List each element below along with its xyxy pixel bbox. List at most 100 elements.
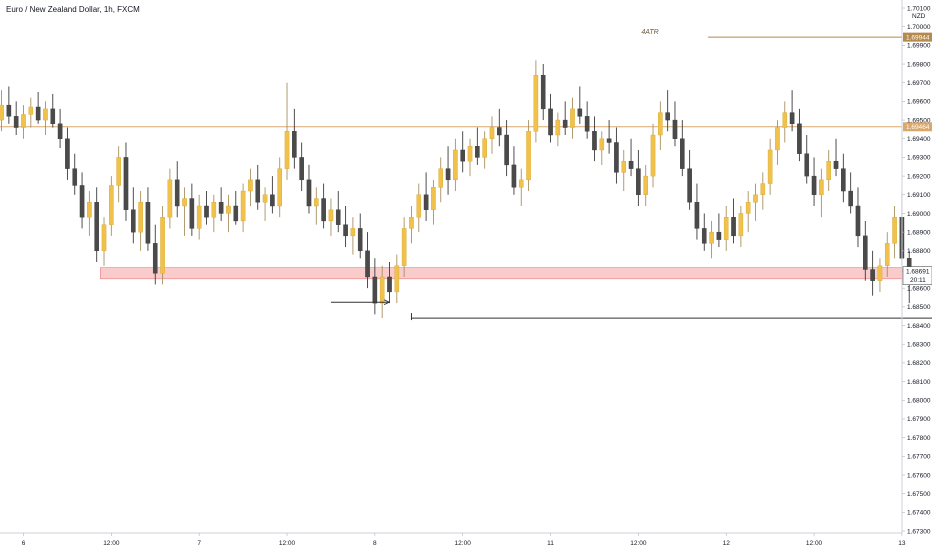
candle[interactable] xyxy=(167,168,173,229)
candle[interactable] xyxy=(314,187,319,225)
candle[interactable] xyxy=(233,191,239,225)
candle[interactable] xyxy=(248,168,253,206)
candle[interactable] xyxy=(328,198,334,236)
candle[interactable] xyxy=(489,116,495,154)
candle[interactable] xyxy=(841,153,846,203)
candle[interactable] xyxy=(211,194,217,233)
candle[interactable] xyxy=(863,220,868,281)
candle[interactable] xyxy=(518,168,524,206)
candle[interactable] xyxy=(475,127,480,165)
candle[interactable] xyxy=(94,187,99,263)
candle[interactable] xyxy=(797,108,802,162)
candle[interactable] xyxy=(372,258,378,315)
candle[interactable] xyxy=(57,108,63,149)
candle[interactable] xyxy=(138,191,143,251)
candle[interactable] xyxy=(343,205,348,248)
candle[interactable] xyxy=(365,232,370,289)
candle[interactable] xyxy=(453,138,458,192)
candle[interactable] xyxy=(811,157,817,206)
candle[interactable] xyxy=(848,172,853,214)
candle[interactable] xyxy=(423,172,429,221)
candle[interactable] xyxy=(196,194,202,240)
candle[interactable] xyxy=(277,157,283,218)
candle[interactable] xyxy=(28,97,34,128)
candle[interactable] xyxy=(401,217,407,277)
candle[interactable] xyxy=(130,187,136,244)
candle[interactable] xyxy=(606,120,612,154)
candle[interactable] xyxy=(50,93,56,128)
candle[interactable] xyxy=(672,101,678,147)
support-zone[interactable] xyxy=(100,267,932,280)
candle[interactable] xyxy=(270,176,275,214)
candle[interactable] xyxy=(87,191,92,236)
candle[interactable] xyxy=(709,220,714,259)
candle[interactable] xyxy=(562,101,568,136)
candle[interactable] xyxy=(13,101,19,136)
candle[interactable] xyxy=(409,205,414,244)
candle[interactable] xyxy=(533,60,539,143)
candle[interactable] xyxy=(643,164,648,206)
candle[interactable] xyxy=(658,101,663,150)
candle[interactable] xyxy=(782,101,788,143)
candle[interactable] xyxy=(123,142,129,221)
candle[interactable] xyxy=(577,86,583,124)
candle[interactable] xyxy=(687,149,692,210)
candle[interactable] xyxy=(665,90,670,132)
candle[interactable] xyxy=(255,164,261,210)
candle[interactable] xyxy=(438,157,444,203)
candle[interactable] xyxy=(357,213,363,259)
candle[interactable] xyxy=(152,224,158,285)
candle[interactable] xyxy=(335,191,341,233)
candle[interactable] xyxy=(621,149,627,192)
candle[interactable] xyxy=(555,112,561,147)
candle[interactable] xyxy=(482,131,487,169)
candle[interactable] xyxy=(292,108,297,169)
candle[interactable] xyxy=(614,127,619,184)
candle[interactable] xyxy=(240,183,246,233)
candle[interactable] xyxy=(789,90,795,132)
candle[interactable] xyxy=(716,213,722,248)
candle[interactable] xyxy=(833,138,839,177)
candle[interactable] xyxy=(379,265,385,319)
candle[interactable] xyxy=(731,198,736,244)
candle[interactable] xyxy=(548,93,553,143)
candle[interactable] xyxy=(460,131,466,173)
candle[interactable] xyxy=(79,172,85,229)
candle[interactable] xyxy=(431,179,436,225)
candle[interactable] xyxy=(526,120,531,192)
candle[interactable] xyxy=(189,183,195,236)
candle[interactable] xyxy=(306,164,312,214)
candle[interactable] xyxy=(284,82,290,180)
candle[interactable] xyxy=(511,146,517,195)
candle[interactable] xyxy=(504,120,509,177)
candle[interactable] xyxy=(6,86,12,124)
candle[interactable] xyxy=(109,176,114,236)
candle[interactable] xyxy=(819,168,824,218)
candle[interactable] xyxy=(218,187,224,221)
candle[interactable] xyxy=(262,187,268,221)
candle[interactable] xyxy=(775,120,780,165)
candle[interactable] xyxy=(738,205,744,248)
candle[interactable] xyxy=(35,92,41,124)
candle[interactable] xyxy=(877,258,883,292)
candle[interactable] xyxy=(43,101,48,136)
candle[interactable] xyxy=(753,183,758,221)
candle[interactable] xyxy=(416,183,422,233)
candle[interactable] xyxy=(650,123,656,188)
candle[interactable] xyxy=(599,131,605,165)
candle[interactable] xyxy=(540,64,546,121)
candle[interactable] xyxy=(870,250,875,296)
candle[interactable] xyxy=(182,187,187,236)
candle[interactable] xyxy=(0,90,4,132)
candle[interactable] xyxy=(767,138,773,195)
candle[interactable] xyxy=(570,97,575,139)
candle[interactable] xyxy=(497,108,502,147)
candle[interactable] xyxy=(145,187,151,251)
candle[interactable] xyxy=(350,217,356,255)
candle[interactable] xyxy=(584,101,590,139)
candle[interactable] xyxy=(636,149,641,206)
candle[interactable] xyxy=(804,135,810,184)
candle[interactable] xyxy=(884,232,890,277)
candle[interactable] xyxy=(723,205,729,251)
